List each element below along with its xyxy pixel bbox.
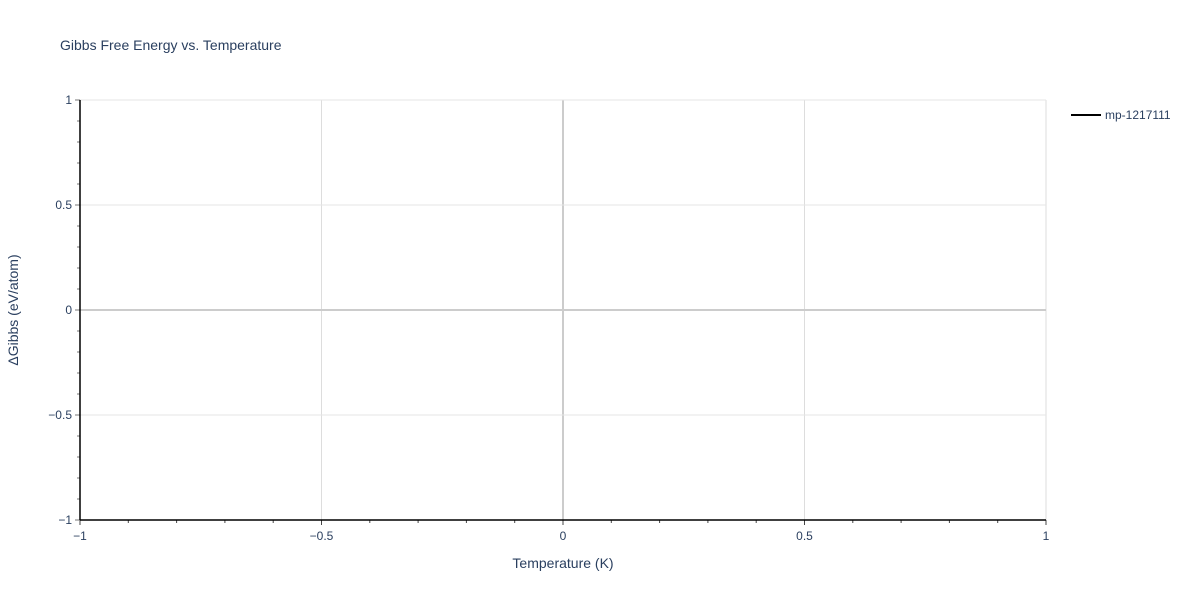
legend-label: mp-1217111 — [1105, 108, 1171, 122]
x-tick-label: 0 — [560, 529, 567, 543]
y-tick-label: 1 — [65, 93, 72, 107]
x-tick-label: −1 — [73, 529, 87, 543]
y-tick-label: −0.5 — [48, 408, 72, 422]
x-tick-label: 1 — [1043, 529, 1050, 543]
legend[interactable]: mp-1217111 — [1071, 108, 1171, 122]
grid — [80, 99, 1047, 520]
x-tick-label: −0.5 — [310, 529, 334, 543]
y-axis-label: ΔGibbs (eV/atom) — [5, 254, 21, 365]
ticks: −1 −0.5 0 0.5 1 −1 −0.5 0 0.5 1 — [48, 93, 1049, 543]
y-tick-label: −1 — [58, 513, 72, 527]
y-tick-label: 0.5 — [55, 198, 72, 212]
x-axis-label: Temperature (K) — [512, 555, 613, 571]
y-tick-label: 0 — [65, 303, 72, 317]
chart-title: Gibbs Free Energy vs. Temperature — [60, 37, 282, 53]
x-tick-label: 0.5 — [796, 529, 813, 543]
